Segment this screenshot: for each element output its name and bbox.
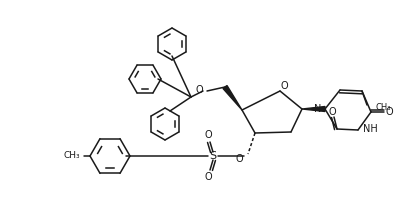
Text: CH₃: CH₃	[63, 152, 80, 161]
Text: O: O	[235, 154, 243, 164]
Text: O: O	[328, 107, 336, 117]
Polygon shape	[302, 106, 325, 111]
Text: CH₃: CH₃	[375, 102, 391, 111]
Text: O: O	[195, 85, 203, 95]
Text: O: O	[204, 130, 212, 140]
Text: O: O	[385, 107, 393, 117]
Text: S: S	[209, 151, 216, 161]
Polygon shape	[223, 85, 242, 110]
Text: O: O	[280, 81, 288, 91]
Text: N: N	[313, 104, 321, 114]
Text: NH: NH	[363, 124, 378, 134]
Text: O: O	[204, 172, 212, 182]
